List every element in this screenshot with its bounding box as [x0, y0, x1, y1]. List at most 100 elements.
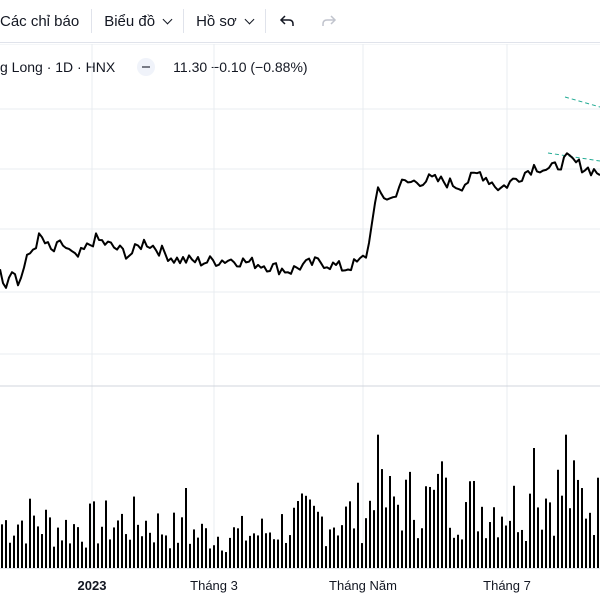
volume-bar	[365, 518, 367, 568]
undo-icon	[279, 15, 294, 26]
volume-bar	[169, 548, 171, 568]
trend-lower-line	[547, 152, 600, 162]
volume-bar	[33, 515, 35, 568]
volume-bar	[253, 533, 255, 568]
volume-bar	[337, 535, 339, 568]
price-volume-chart[interactable]	[0, 44, 600, 568]
volume-bar	[321, 516, 323, 568]
volume-bar	[309, 499, 311, 568]
volume-bar	[25, 543, 27, 568]
volume-bar	[409, 471, 411, 568]
volume-bar	[533, 448, 535, 568]
volume-bar	[157, 513, 159, 568]
volume-bar	[73, 524, 75, 568]
volume-bar	[461, 539, 463, 568]
volume-bar	[69, 543, 71, 568]
trend-upper-line	[564, 96, 600, 108]
volume-bar	[221, 550, 223, 568]
volume-bar	[401, 530, 403, 568]
volume-bar	[593, 535, 595, 568]
volume-bar	[553, 535, 555, 568]
volume-bar	[557, 469, 559, 568]
volume-bar	[101, 526, 103, 568]
volume-bar	[213, 545, 215, 568]
volume-bar	[473, 480, 475, 568]
volume-bar	[181, 517, 183, 568]
volume-bar	[369, 500, 371, 568]
volume-bar	[149, 532, 151, 568]
volume-bar	[357, 482, 359, 568]
indicators-label: Các chỉ báo	[0, 12, 80, 30]
time-axis: 2023 Tháng 3 Tháng Năm Tháng 7	[0, 568, 600, 601]
volume-bar	[137, 524, 139, 568]
volume-bar	[81, 541, 83, 568]
toolbar-divider	[264, 9, 266, 33]
volume-bar	[497, 537, 499, 568]
volume-bar	[589, 512, 591, 568]
volume-bar	[261, 518, 263, 568]
chart-type-dropdown[interactable]: Biểu đồ	[92, 0, 183, 42]
volume-bars	[1, 434, 599, 568]
volume-bar	[245, 540, 247, 568]
volume-bar	[153, 542, 155, 568]
x-tick-label: Tháng 7	[483, 578, 531, 593]
volume-bar	[265, 533, 267, 568]
volume-bar	[109, 539, 111, 568]
volume-bar	[577, 479, 579, 568]
price-series	[0, 152, 600, 289]
volume-bar	[433, 489, 435, 568]
collapse-toggle[interactable]	[137, 58, 156, 76]
volume-bar	[121, 513, 123, 568]
volume-bar	[97, 543, 99, 568]
volume-bar	[113, 527, 115, 568]
grid-lines	[0, 44, 600, 568]
volume-bar	[509, 520, 511, 568]
volume-bar	[89, 503, 91, 568]
volume-bar	[117, 520, 119, 568]
volume-bar	[457, 534, 459, 568]
price-change-value: 11.30 −0.10 (−0.88%)	[173, 59, 308, 75]
volume-bar	[345, 506, 347, 568]
volume-bar	[417, 538, 419, 568]
volume-bar	[197, 537, 199, 568]
volume-bar	[313, 505, 315, 568]
volume-bar	[45, 509, 47, 568]
volume-bar	[393, 496, 395, 568]
volume-bar	[429, 486, 431, 568]
price-line	[0, 152, 600, 289]
profile-dropdown[interactable]: Hồ sơ	[184, 0, 265, 42]
top-toolbar: Các chỉ báo Biểu đồ Hồ sơ	[0, 0, 600, 43]
volume-bar	[449, 527, 451, 568]
volume-bar	[61, 540, 63, 568]
volume-bar	[421, 528, 423, 568]
x-tick-label: Tháng 3	[190, 578, 238, 593]
volume-bar	[177, 542, 179, 568]
indicators-button[interactable]: Các chỉ báo	[0, 0, 91, 42]
volume-bar	[5, 520, 7, 568]
volume-bar	[585, 518, 587, 568]
undo-button[interactable]	[266, 0, 308, 42]
volume-bar	[53, 546, 55, 568]
volume-bar	[465, 502, 467, 568]
volume-bar	[189, 543, 191, 568]
volume-bar	[353, 528, 355, 568]
volume-bar	[445, 477, 447, 568]
volume-bar	[57, 527, 59, 568]
volume-bar	[205, 528, 207, 568]
volume-bar	[277, 539, 279, 568]
volume-bar	[125, 534, 127, 568]
redo-button[interactable]	[308, 0, 350, 42]
volume-bar	[389, 476, 391, 568]
volume-bar	[105, 500, 107, 568]
volume-bar	[573, 460, 575, 568]
volume-bar	[41, 534, 43, 568]
volume-bar	[561, 495, 563, 568]
volume-bar	[17, 524, 19, 568]
chevron-down-icon	[162, 14, 173, 24]
volume-bar	[201, 523, 203, 568]
volume-bar	[377, 434, 379, 568]
volume-bar	[413, 519, 415, 568]
x-tick-label: Tháng Năm	[329, 578, 397, 593]
symbol-title: g Long · 1D · HNX	[0, 59, 116, 75]
volume-bar	[477, 531, 479, 568]
